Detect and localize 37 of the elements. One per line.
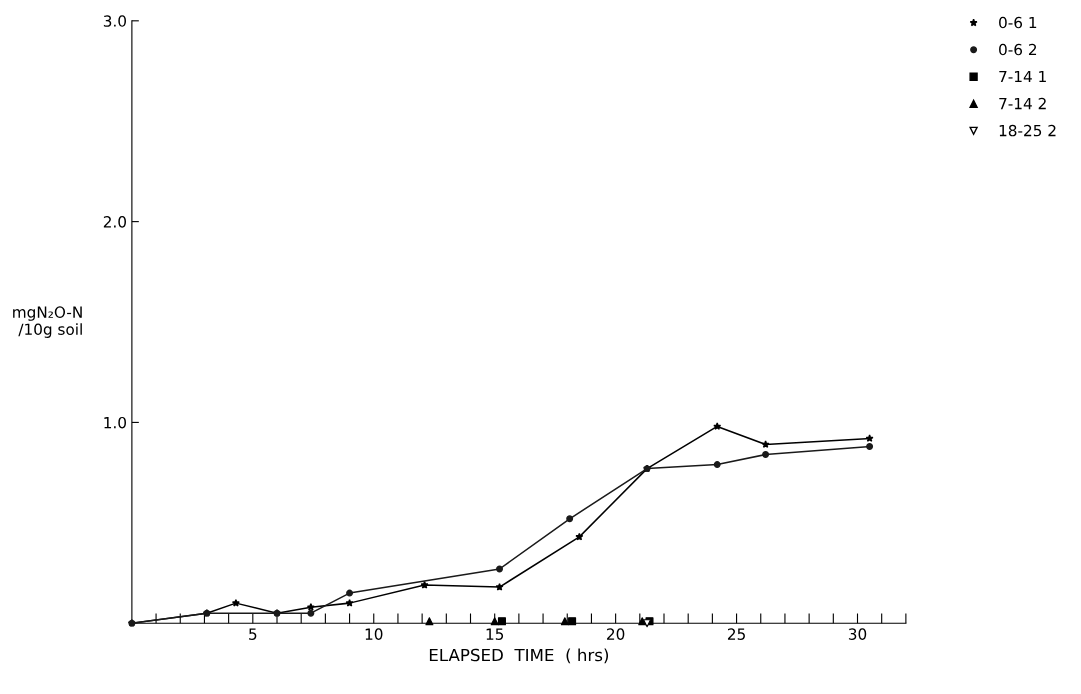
point bbox=[306, 602, 315, 611]
legend-label: 0-6 1 bbox=[999, 16, 1037, 29]
point bbox=[307, 609, 315, 617]
legend-label: 0-6 2 bbox=[999, 43, 1037, 56]
point bbox=[425, 617, 434, 626]
point bbox=[762, 451, 770, 459]
y-tick-label: 1.0 bbox=[104, 416, 127, 429]
y-tick-label: 3.0 bbox=[103, 15, 127, 27]
x-axis-title: ELAPSED TIME ( hrs) bbox=[429, 648, 609, 664]
x-tick-label: 5 bbox=[249, 628, 257, 640]
point bbox=[345, 598, 354, 607]
point bbox=[566, 515, 574, 523]
point bbox=[865, 434, 874, 442]
point bbox=[575, 532, 584, 541]
point bbox=[495, 582, 504, 591]
point bbox=[713, 461, 721, 469]
point bbox=[866, 443, 874, 450]
legend-label: 18-25 2 bbox=[999, 124, 1056, 137]
point bbox=[231, 598, 240, 607]
x-tick-label: 30 bbox=[848, 628, 867, 640]
point bbox=[560, 617, 569, 626]
point bbox=[761, 440, 770, 449]
point bbox=[713, 422, 722, 430]
x-tick-label: 15 bbox=[486, 628, 504, 640]
point bbox=[496, 565, 504, 573]
legend-label: 7-14 1 bbox=[999, 70, 1046, 83]
legend-label: 7-14 2 bbox=[999, 97, 1046, 110]
y-axis-title: mgN₂O-N /10g soil bbox=[13, 306, 82, 338]
x-tick-label: 10 bbox=[365, 628, 383, 640]
point bbox=[346, 589, 354, 597]
x-tick-label: 20 bbox=[607, 628, 625, 640]
y-tick-label: 2.0 bbox=[103, 216, 127, 228]
point bbox=[490, 617, 499, 626]
x-tick-label: 25 bbox=[727, 628, 745, 640]
point bbox=[568, 617, 577, 626]
point bbox=[420, 580, 429, 589]
point bbox=[497, 617, 506, 626]
